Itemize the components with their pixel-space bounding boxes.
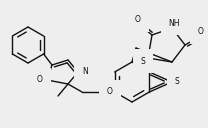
- Text: NH: NH: [168, 19, 180, 28]
- Text: S: S: [175, 77, 180, 87]
- Text: O: O: [135, 15, 141, 24]
- Text: O: O: [37, 76, 43, 84]
- Text: N: N: [82, 67, 88, 76]
- Text: O: O: [198, 28, 204, 36]
- Text: S: S: [141, 56, 145, 66]
- Text: O: O: [107, 88, 113, 97]
